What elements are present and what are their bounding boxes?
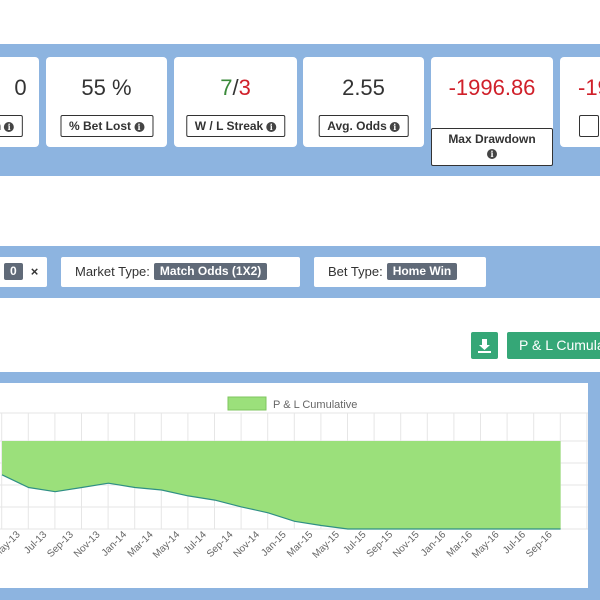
- stat-label[interactable]: % Bet Lost i: [59, 115, 154, 137]
- stat-value: 55 %: [81, 75, 132, 100]
- stat-value: 7/3: [174, 75, 297, 101]
- info-icon: i: [134, 122, 145, 132]
- legend-label: P & L Cumulative: [273, 399, 357, 411]
- x-tick-label: May-15: [311, 529, 343, 561]
- filter-label: Market Type:: [75, 264, 150, 279]
- pl-line: [1, 474, 561, 530]
- filter-chip-first: 0 ×: [0, 257, 47, 287]
- x-tick-label: Sep-13: [45, 529, 76, 560]
- filter-bet-type[interactable]: Bet Type: Home Win: [314, 257, 486, 287]
- stat-label-text: Max Drawdown: [448, 132, 536, 146]
- stat-label[interactable]: W / L Streak i: [185, 115, 286, 137]
- x-tick-label: Nov-15: [391, 529, 422, 560]
- x-tick-label: Jan-14: [100, 529, 130, 559]
- filter-market-type[interactable]: Market Type: Match Odds (1X2): [61, 257, 300, 287]
- stat-card-avg-odds: 2.55 Avg. Odds i: [303, 57, 424, 147]
- download-button[interactable]: [471, 332, 498, 359]
- stat-label[interactable]: ni: [0, 115, 24, 137]
- stat-value: 0: [14, 75, 27, 100]
- chart-panel: May-13 Jul-13 Sep-13 Nov-13 Jan-14 Mar-14 May-…: [0, 383, 588, 588]
- stat-value: -1996.86: [448, 75, 536, 100]
- x-tick-label: Jan-16: [419, 529, 449, 559]
- legend-swatch: [227, 396, 267, 411]
- close-icon[interactable]: ×: [30, 264, 39, 279]
- info-icon: i: [389, 122, 400, 132]
- x-tick-label: Nov-13: [72, 529, 103, 560]
- win-streak: 7: [220, 75, 233, 100]
- info-icon: i: [266, 122, 277, 132]
- x-tick-label: Nov-14: [232, 529, 263, 560]
- pl-cumulative-button[interactable]: P & L Cumula: [507, 332, 600, 359]
- x-tick-label: May-14: [151, 529, 183, 561]
- x-tick-label: Sep-15: [365, 529, 396, 560]
- x-axis-ticks: May-13 Jul-13Sep-13Nov-13Jan-14Mar-14May-…: [0, 529, 555, 561]
- streak-separator: /: [232, 75, 239, 100]
- legend[interactable]: P & L Cumulative: [227, 396, 357, 411]
- pl-area: [2, 441, 561, 529]
- stat-label-text: n: [0, 119, 1, 133]
- loss-streak: 3: [238, 75, 251, 100]
- x-tick-label: Mar-16: [445, 529, 475, 559]
- filter-tag: Home Win: [386, 263, 458, 280]
- info-icon: i: [487, 149, 497, 159]
- download-icon: [478, 339, 491, 353]
- x-tick-label: Mar-15: [285, 529, 315, 559]
- filter-tag: 0: [4, 263, 23, 280]
- filter-label: Bet Type:: [328, 264, 383, 279]
- stat-value: 2.55: [342, 75, 385, 100]
- filter-tag: Match Odds (1X2): [153, 263, 268, 280]
- pl-chart: May-13 Jul-13Sep-13Nov-13Jan-14Mar-14May-…: [0, 396, 588, 561]
- chart-bottom-band: [0, 588, 600, 600]
- x-tick-label: May-16: [470, 529, 502, 561]
- stat-card-wl-streak: 7/3 W / L Streak i: [174, 57, 297, 147]
- x-tick-label: May-13: [0, 529, 23, 561]
- x-tick-label: Sep-16: [524, 529, 555, 560]
- stat-card-bet-lost: 55 % % Bet Lost i: [46, 57, 167, 147]
- stat-label-text: % Bet Lost: [68, 119, 132, 133]
- stat-value: -19: [578, 75, 600, 100]
- stat-label[interactable]: [579, 115, 599, 137]
- filter-band: 0 × Market Type: Match Odds (1X2) Bet Type…: [0, 246, 600, 298]
- stat-card-return: 0 ni: [0, 57, 39, 147]
- stat-card-max-drawdown: -1996.86 Max Drawdown i: [431, 57, 553, 166]
- stat-label[interactable]: Max Drawdown i: [431, 128, 553, 166]
- stat-label-text: W / L Streak: [194, 119, 264, 133]
- stat-card-partial: -19: [560, 57, 600, 147]
- stat-label[interactable]: Avg. Odds i: [318, 115, 409, 137]
- x-tick-label: Sep-14: [205, 529, 236, 560]
- stat-label-text: Avg. Odds: [327, 119, 387, 133]
- info-icon: i: [4, 122, 15, 132]
- x-tick-label: Jan-15: [259, 529, 289, 559]
- x-tick-label: Mar-14: [126, 529, 156, 559]
